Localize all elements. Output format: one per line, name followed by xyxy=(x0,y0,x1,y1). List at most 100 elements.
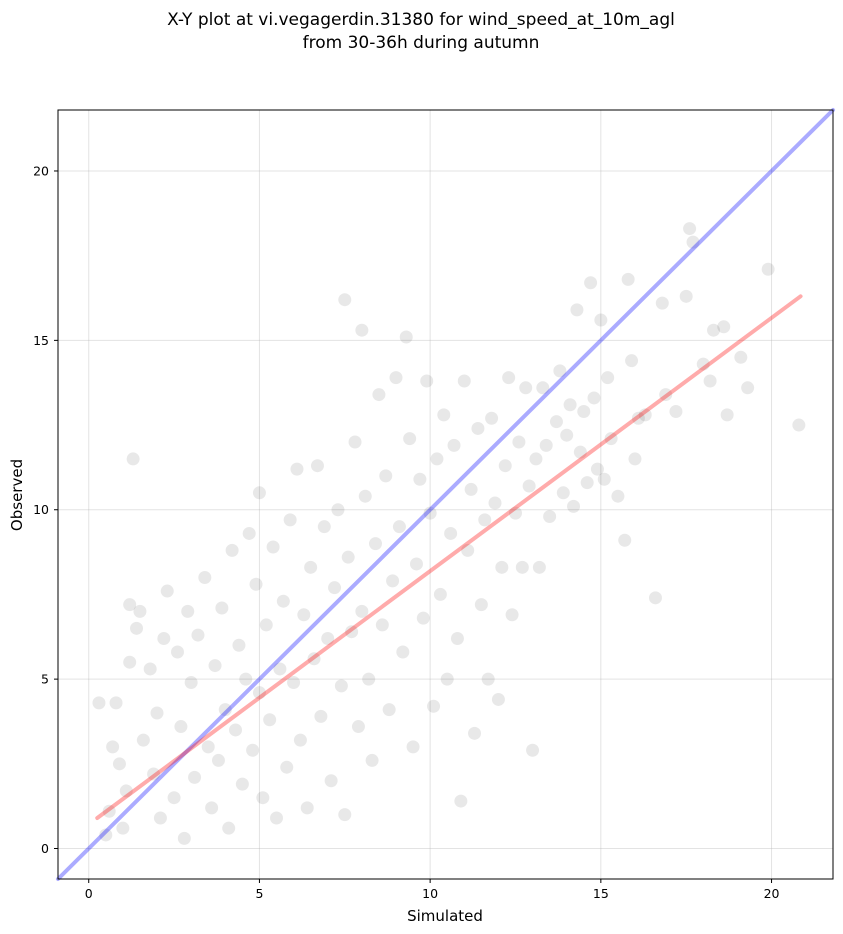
data-point xyxy=(573,445,587,459)
data-point xyxy=(526,743,540,757)
data-point xyxy=(167,791,181,805)
data-point xyxy=(112,757,126,771)
data-point xyxy=(133,604,147,618)
data-point xyxy=(310,459,324,473)
data-point xyxy=(488,496,502,510)
y-axis-label: Observed xyxy=(8,459,26,531)
data-point xyxy=(430,452,444,466)
data-point xyxy=(222,821,236,835)
data-point xyxy=(532,560,546,574)
chart-title-line-2: from 30-36h during autumn xyxy=(303,33,540,53)
data-point xyxy=(116,821,130,835)
data-point xyxy=(130,621,144,635)
data-point xyxy=(355,604,369,618)
data-point xyxy=(372,388,386,402)
data-point xyxy=(420,374,434,388)
data-point xyxy=(362,672,376,686)
data-point xyxy=(369,537,383,551)
chart-title: X-Y plot at vi.vegagerdin.31380 for wind… xyxy=(167,10,675,53)
data-point xyxy=(290,462,304,476)
data-point xyxy=(567,499,581,513)
data-point xyxy=(270,811,284,825)
data-point xyxy=(457,374,471,388)
data-point xyxy=(549,415,563,429)
data-point xyxy=(621,272,635,286)
data-point xyxy=(536,381,550,395)
data-point xyxy=(300,801,314,815)
data-point xyxy=(409,557,423,571)
data-point xyxy=(205,801,219,815)
data-point xyxy=(365,753,379,767)
data-point xyxy=(307,652,321,666)
data-point xyxy=(502,371,516,385)
data-point xyxy=(389,371,403,385)
data-point xyxy=(485,411,499,425)
data-point xyxy=(304,560,318,574)
data-point xyxy=(461,543,475,557)
data-point xyxy=(358,489,372,503)
data-point xyxy=(341,550,355,564)
data-point xyxy=(276,594,290,608)
data-point xyxy=(679,289,693,303)
data-point xyxy=(792,418,806,432)
x-tick-label: 5 xyxy=(255,886,263,901)
data-point xyxy=(734,350,748,364)
data-point xyxy=(683,222,697,236)
data-point xyxy=(717,320,731,334)
data-point xyxy=(259,618,273,632)
data-point xyxy=(498,459,512,473)
data-point xyxy=(587,391,601,405)
data-point xyxy=(594,313,608,327)
data-point xyxy=(160,584,174,598)
data-point xyxy=(246,743,260,757)
data-point xyxy=(208,659,222,673)
data-point xyxy=(406,740,420,754)
data-point xyxy=(293,733,307,747)
data-point xyxy=(198,570,212,584)
data-point xyxy=(263,713,277,727)
data-point xyxy=(324,774,338,788)
data-point xyxy=(338,293,352,307)
data-point xyxy=(386,574,400,588)
data-point xyxy=(478,513,492,527)
data-point xyxy=(625,354,639,368)
data-point xyxy=(481,672,495,686)
data-point xyxy=(543,510,557,524)
data-point xyxy=(741,381,755,395)
x-axis-ticks: 0 5 10 15 20 xyxy=(85,879,780,901)
data-point xyxy=(638,408,652,422)
data-point xyxy=(338,808,352,822)
y-tick-label: 10 xyxy=(33,502,49,517)
data-point xyxy=(556,486,570,500)
grid-lines xyxy=(58,110,833,879)
data-point xyxy=(611,489,625,503)
data-point xyxy=(686,235,700,249)
data-point xyxy=(464,482,478,496)
data-point xyxy=(399,330,413,344)
data-point xyxy=(433,587,447,601)
data-point xyxy=(392,520,406,534)
data-point xyxy=(416,611,430,625)
data-point xyxy=(287,676,301,690)
data-point xyxy=(348,435,362,449)
x-tick-label: 0 xyxy=(85,886,93,901)
data-point xyxy=(648,591,662,605)
data-point xyxy=(468,726,482,740)
data-point xyxy=(355,323,369,337)
data-point xyxy=(379,469,393,483)
data-point xyxy=(423,506,437,520)
data-point xyxy=(375,618,389,632)
data-point xyxy=(136,733,150,747)
data-point xyxy=(123,598,137,612)
data-point xyxy=(280,760,294,774)
data-point xyxy=(450,631,464,645)
data-point xyxy=(119,784,133,798)
data-point xyxy=(570,303,584,317)
data-point xyxy=(109,696,123,710)
data-point xyxy=(519,381,533,395)
data-point xyxy=(174,720,188,734)
fit-line xyxy=(95,294,803,821)
data-point xyxy=(563,398,577,412)
data-point xyxy=(529,452,543,466)
data-point xyxy=(471,421,485,435)
